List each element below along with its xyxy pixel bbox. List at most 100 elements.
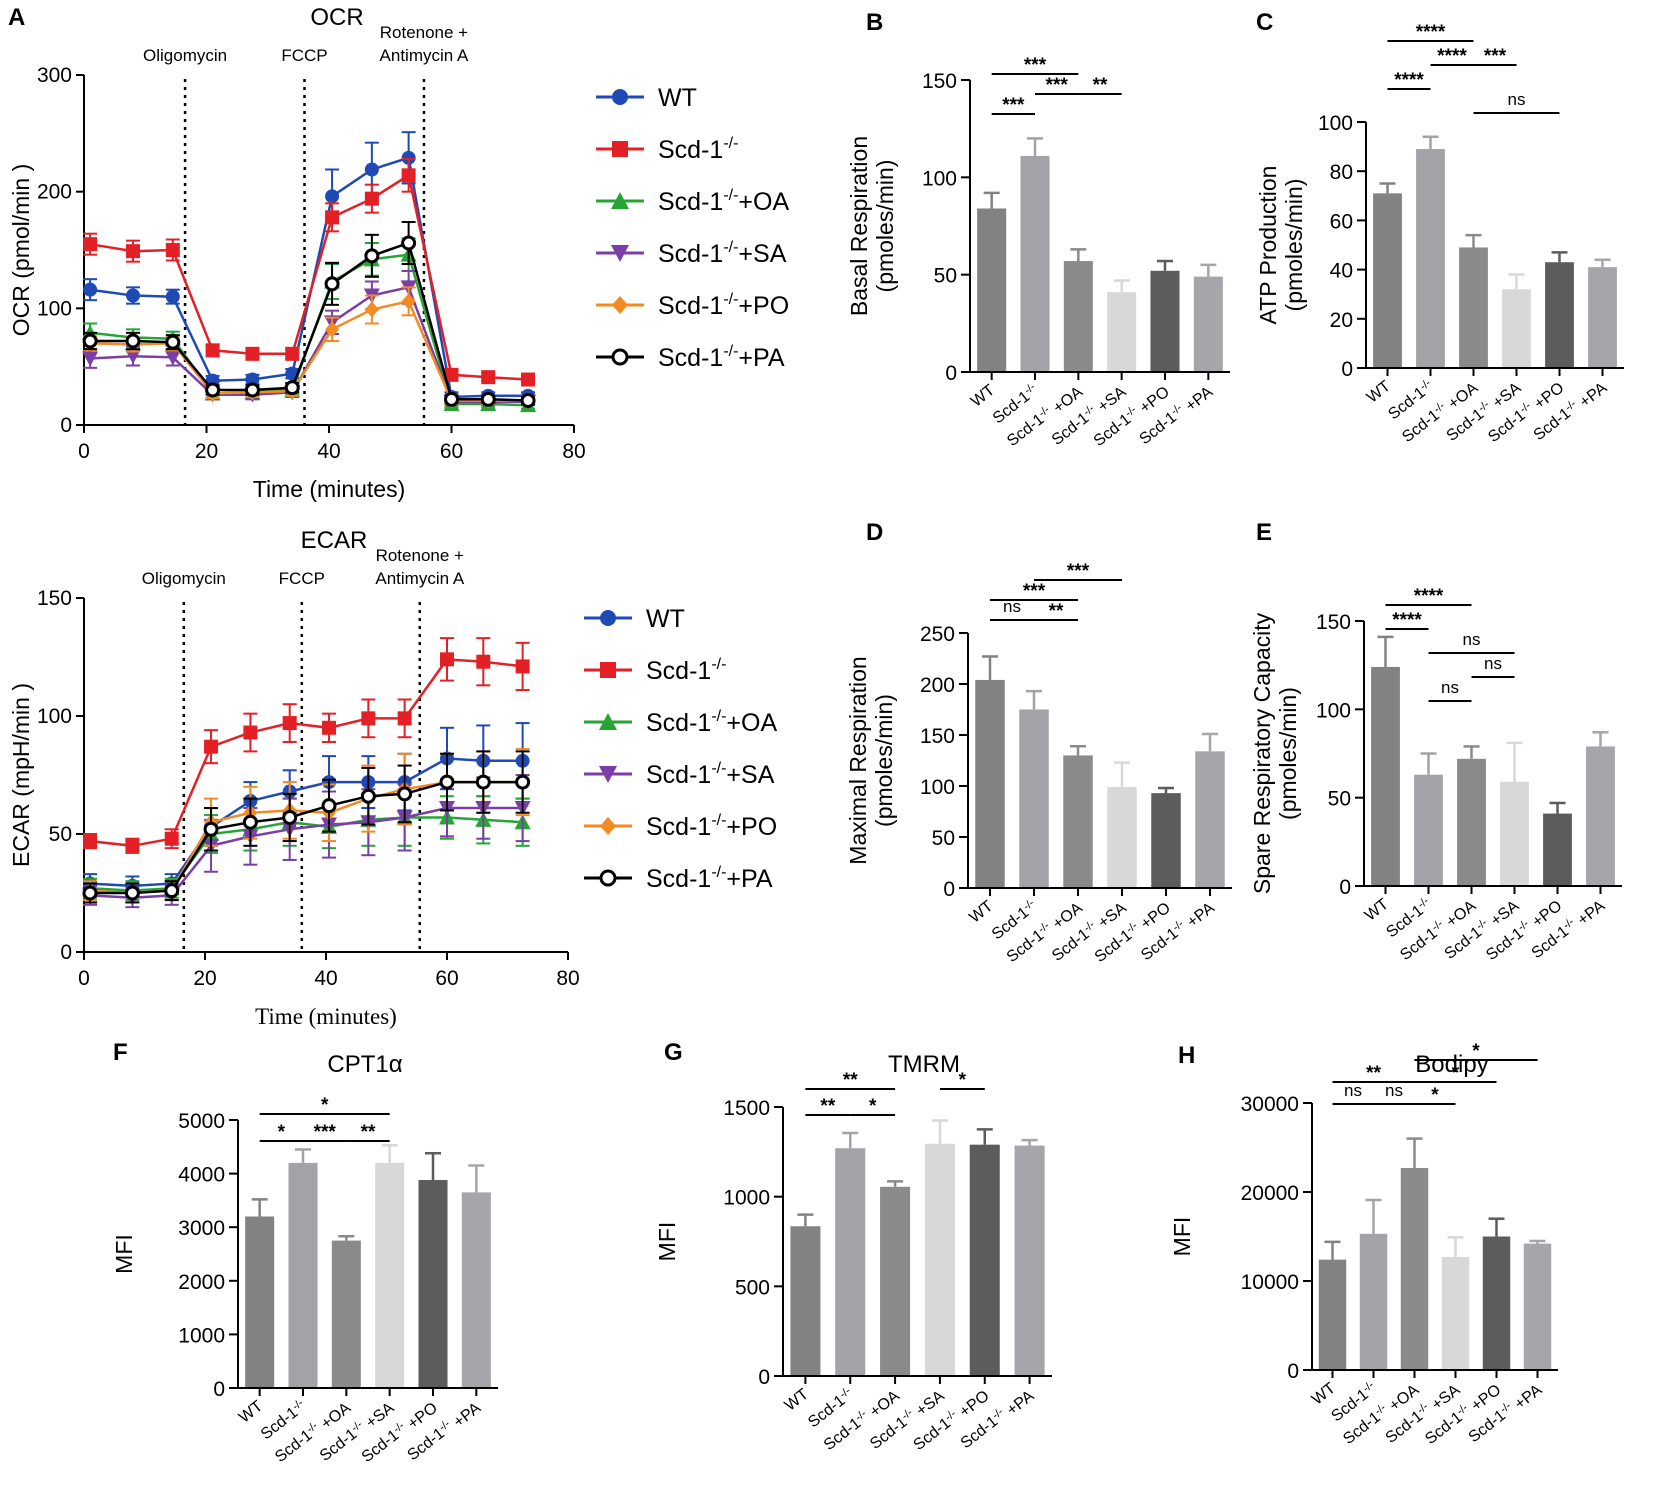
point-marker — [82, 885, 98, 901]
bar-chart-b: B 0 50 100 150 Basal Respiration (pmoles/min) W… — [846, 9, 1230, 450]
point-marker — [245, 372, 260, 387]
panel-label: D — [866, 519, 883, 546]
bar — [835, 1148, 866, 1376]
point-marker — [599, 713, 617, 730]
bar — [1014, 1145, 1045, 1376]
bar — [1441, 1256, 1470, 1370]
legend-label: Scd-1-/-+PO — [646, 812, 777, 841]
point-marker — [165, 289, 180, 304]
bar — [1195, 751, 1225, 888]
point-marker — [611, 348, 629, 366]
point-marker — [600, 817, 616, 835]
significance-label: **** — [1416, 22, 1446, 43]
x-tick-label: 20 — [193, 967, 216, 990]
point-marker — [83, 237, 98, 252]
series-scd-1 — [83, 158, 536, 387]
significance-label: *** — [1046, 75, 1069, 96]
chart-title: ECAR — [301, 527, 368, 554]
series-line — [90, 299, 529, 402]
point-marker — [520, 393, 536, 408]
bar — [1545, 262, 1574, 368]
point-marker — [397, 786, 413, 802]
point-marker — [397, 711, 412, 726]
point-marker — [360, 788, 376, 804]
bar — [1318, 1259, 1347, 1370]
legend-label: WT — [658, 84, 697, 112]
series-line — [89, 806, 523, 899]
y-tick-label: 0 — [1339, 876, 1351, 899]
point-marker — [243, 725, 258, 740]
x-axis-label: Time (minutes) — [255, 1004, 397, 1029]
y-tick-label: 4000 — [178, 1164, 225, 1187]
point-marker — [325, 189, 340, 204]
chart-title: TMRM — [888, 1051, 960, 1078]
injection-label: FCCP — [281, 46, 327, 65]
point-marker — [476, 654, 491, 669]
bar — [1400, 1167, 1429, 1370]
y-tick-label: 100 — [37, 705, 72, 728]
bar-chart-e: E 0 50 100 150 Spare Respiratory Capacity (pmo… — [1249, 519, 1622, 964]
bar — [1150, 270, 1180, 372]
bar — [461, 1192, 491, 1388]
injection-label: Antimycin A — [380, 46, 469, 65]
point-marker — [325, 321, 340, 338]
bar — [375, 1162, 405, 1388]
point-marker — [242, 814, 258, 830]
point-marker — [285, 346, 300, 361]
chart-title: Bodipy — [1415, 1051, 1488, 1078]
point-marker — [612, 89, 628, 105]
injection-label: Rotenone + — [376, 546, 464, 565]
point-marker — [203, 821, 219, 837]
y-tick-label: 60 — [1330, 210, 1353, 233]
y-tick-label: 500 — [735, 1276, 770, 1299]
bar — [924, 1143, 955, 1376]
point-marker — [521, 372, 536, 387]
y-tick-label: 50 — [934, 265, 957, 288]
bar — [1416, 149, 1445, 368]
series-scd-1-po — [83, 748, 530, 904]
y-tick-label: 1000 — [178, 1324, 225, 1347]
series-scd-1-pa — [82, 221, 536, 408]
bar — [1107, 787, 1137, 888]
y-axis-label: MFI — [1169, 1217, 1195, 1257]
point-marker — [401, 293, 416, 310]
legend: WT Scd-1-/- Scd-1-/-+OA Scd-1-/-+SA Scd-1-/-… — [584, 605, 777, 893]
point-marker — [83, 282, 98, 297]
y-tick-label: 0 — [1341, 358, 1353, 381]
bar — [418, 1180, 448, 1388]
significance-label: **** — [1437, 46, 1467, 67]
point-marker — [401, 235, 417, 251]
point-marker — [611, 192, 629, 209]
y-tick-label: 150 — [920, 725, 955, 748]
y-tick-label: 0 — [945, 362, 957, 385]
chart-title: CPT1α — [327, 1051, 402, 1078]
point-marker — [600, 662, 616, 678]
point-marker — [126, 244, 140, 259]
point-marker — [282, 716, 297, 731]
legend-label: Scd-1-/- — [646, 656, 726, 685]
bar — [1359, 1233, 1388, 1370]
legend-label: Scd-1-/- — [658, 135, 738, 164]
point-marker — [480, 391, 496, 407]
x-tick-label: 60 — [440, 440, 463, 463]
y-tick-label: 0 — [943, 878, 955, 901]
bar — [977, 208, 1007, 372]
series-scd-1 — [83, 637, 530, 854]
injection-label: Oligomycin — [142, 569, 226, 588]
significance-label: * — [959, 1070, 967, 1091]
point-marker — [322, 720, 337, 735]
bar — [1020, 155, 1050, 372]
y-tick-label: 0 — [60, 941, 72, 964]
bar — [1523, 1243, 1552, 1370]
point-marker — [83, 834, 98, 849]
significance-label: * — [278, 1122, 286, 1143]
point-marker — [282, 809, 298, 825]
x-axis-label: Time (minutes) — [253, 476, 406, 502]
x-tick-label: 0 — [78, 967, 90, 990]
y-tick-label: 200 — [37, 181, 72, 204]
series-line — [89, 757, 523, 888]
point-marker — [475, 774, 491, 790]
x-tick-label: WT — [1364, 378, 1394, 407]
significance-label: **** — [1414, 586, 1444, 607]
